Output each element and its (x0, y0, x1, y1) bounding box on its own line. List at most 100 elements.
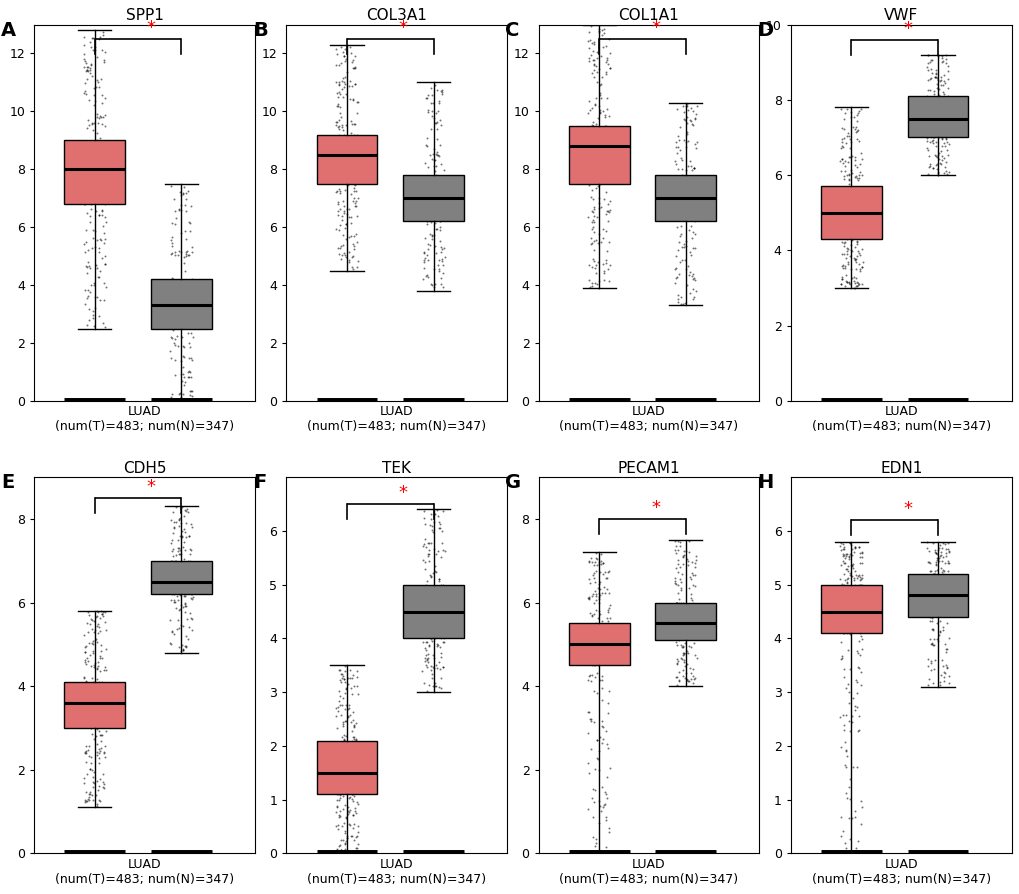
Point (582, 175, 598, 190)
Point (930, 541, 947, 555)
Point (593, 719, 609, 733)
Point (851, 572, 867, 586)
Point (91, 683, 107, 697)
Point (342, 846, 359, 860)
Point (843, 199, 859, 214)
Point (593, 121, 609, 135)
Point (88, 167, 104, 181)
Point (343, 787, 360, 801)
Point (935, 573, 952, 587)
Point (329, 787, 345, 801)
Point (428, 176, 444, 190)
Point (582, 656, 598, 670)
Point (845, 205, 861, 219)
Point (843, 393, 859, 408)
Point (673, 290, 689, 304)
Point (674, 181, 690, 196)
Point (94, 393, 110, 408)
Point (85, 717, 101, 731)
Point (343, 787, 360, 801)
Point (175, 180, 192, 194)
X-axis label: LUAD
(num(T)=483; num(N)=347): LUAD (num(T)=483; num(N)=347) (55, 405, 234, 433)
Point (921, 574, 937, 588)
Point (596, 847, 612, 861)
Point (97, 157, 113, 172)
Point (343, 132, 360, 147)
Point (832, 187, 848, 201)
Point (93, 644, 109, 658)
Point (327, 701, 343, 715)
Point (932, 547, 949, 561)
Point (851, 550, 867, 564)
Point (851, 200, 867, 215)
Point (923, 847, 940, 861)
Point (923, 93, 940, 107)
Point (674, 846, 690, 860)
Point (921, 584, 937, 598)
Point (166, 846, 182, 860)
Point (593, 693, 609, 707)
Point (928, 393, 945, 408)
Point (75, 148, 92, 163)
Point (596, 151, 612, 165)
Point (935, 670, 952, 684)
Point (936, 121, 953, 135)
Point (94, 184, 110, 198)
Point (88, 194, 104, 208)
Point (179, 580, 196, 595)
Point (932, 598, 949, 612)
Point (591, 105, 607, 119)
Point (82, 846, 98, 860)
Point (78, 651, 95, 665)
Point (83, 195, 99, 209)
Point (918, 118, 934, 132)
Point (834, 259, 850, 274)
Point (337, 764, 354, 779)
Point (75, 155, 92, 169)
Point (832, 617, 848, 631)
Point (331, 217, 347, 232)
Point (417, 532, 433, 546)
Title: PECAM1: PECAM1 (618, 461, 680, 476)
Point (336, 734, 353, 748)
Point (86, 657, 102, 671)
Point (90, 145, 106, 159)
Point (833, 810, 849, 824)
Point (851, 393, 867, 408)
Point (344, 158, 361, 173)
Point (850, 709, 866, 723)
Point (839, 615, 855, 629)
Point (935, 90, 952, 105)
Point (329, 115, 345, 130)
Point (841, 627, 857, 641)
Point (332, 393, 348, 408)
Point (685, 271, 701, 285)
Point (584, 642, 600, 656)
Point (591, 174, 607, 189)
Point (845, 847, 861, 861)
Point (336, 131, 353, 146)
Point (87, 633, 103, 647)
Point (178, 274, 195, 289)
Point (81, 163, 97, 177)
Point (936, 542, 953, 556)
Point (849, 393, 865, 408)
Point (330, 393, 346, 408)
Point (940, 544, 956, 558)
Point (335, 131, 352, 146)
Point (585, 121, 601, 135)
Point (182, 282, 199, 296)
Point (86, 158, 102, 173)
Point (334, 717, 351, 731)
Point (163, 593, 179, 607)
Point (846, 393, 862, 408)
Point (181, 292, 198, 307)
Point (94, 393, 110, 408)
Point (341, 139, 358, 153)
Point (921, 393, 937, 408)
Point (681, 393, 697, 408)
Point (338, 138, 355, 152)
Point (89, 746, 105, 760)
Point (835, 707, 851, 721)
Point (89, 290, 105, 304)
